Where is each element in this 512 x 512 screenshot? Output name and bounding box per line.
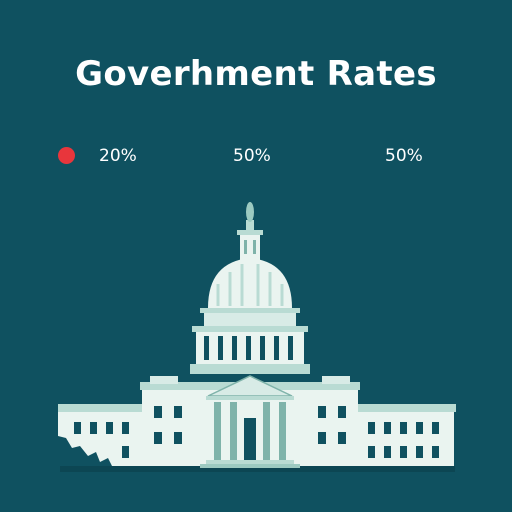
red-dot-marker xyxy=(58,147,75,164)
left-wing xyxy=(58,404,142,466)
dome xyxy=(190,202,310,374)
capitol-building-icon xyxy=(58,202,456,472)
central-block xyxy=(140,375,360,468)
page-title: Goverhment Rates xyxy=(75,54,437,94)
right-wing xyxy=(356,404,456,466)
rate-value-1: 20% xyxy=(99,146,137,166)
rate-value-2: 50% xyxy=(233,146,271,166)
rate-value-3: 50% xyxy=(385,146,423,166)
